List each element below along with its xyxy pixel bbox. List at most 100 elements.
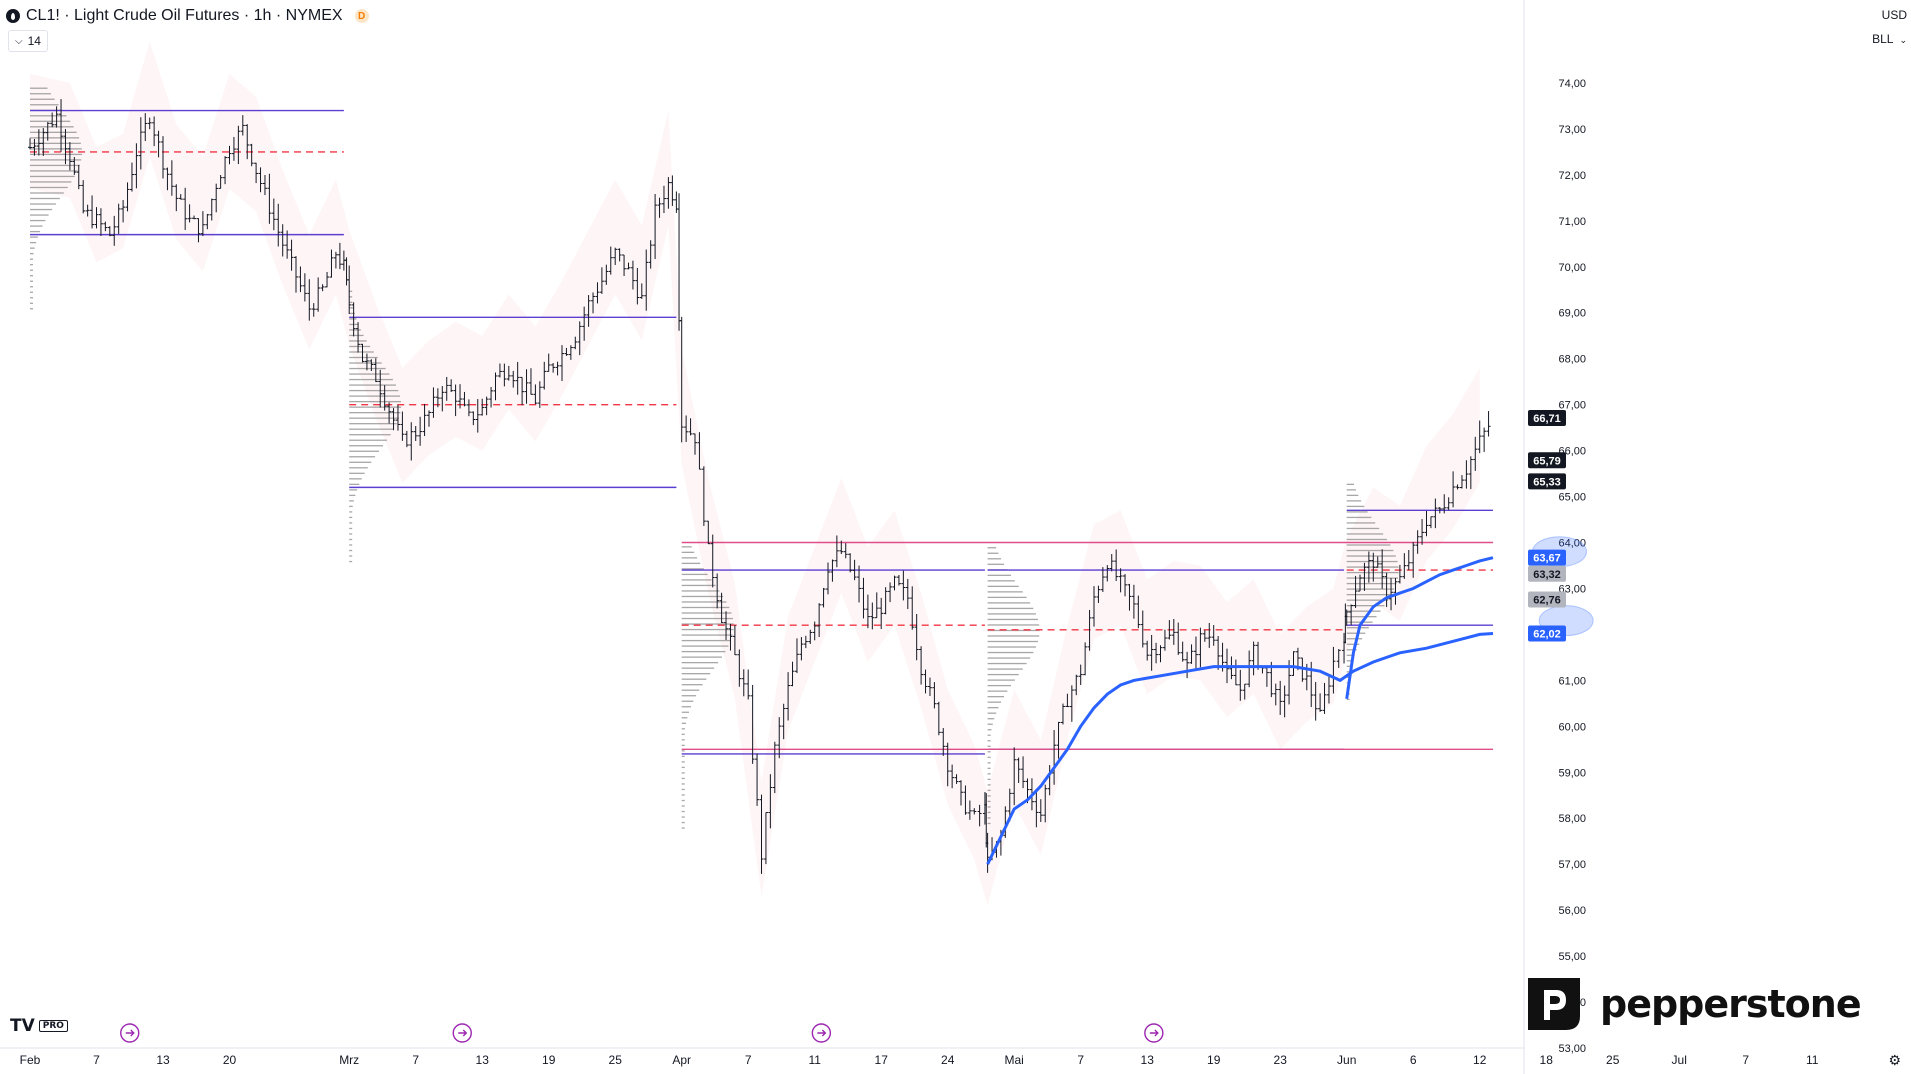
candle <box>395 404 400 431</box>
economic-event-marker[interactable] <box>811 1023 832 1043</box>
candle <box>54 106 59 128</box>
volume-profile-bar <box>987 707 999 709</box>
volume-profile-bar <box>30 148 82 150</box>
candle <box>1415 530 1420 554</box>
candle <box>200 211 205 237</box>
volume-profile-bar <box>987 673 1019 676</box>
candle <box>147 117 152 130</box>
volume-profile-bar <box>681 772 685 774</box>
unit-selector[interactable]: BLL ⌄ <box>1872 32 1907 46</box>
delayed-data-badge[interactable]: D <box>354 9 369 23</box>
chart-title[interactable]: CL1! · Light Crude Oil Futures · 1h · NY… <box>26 7 343 24</box>
volume-profile-bar <box>1346 582 1397 585</box>
candle <box>1393 577 1398 605</box>
volume-profile-bar <box>681 612 732 614</box>
candle <box>1322 682 1327 714</box>
y-tick-label: 65,00 <box>1558 492 1586 504</box>
chart-header: CL1! · Light Crude Oil Futures · 1h · NY… <box>6 5 369 27</box>
candle <box>466 399 471 417</box>
candle <box>32 138 37 156</box>
candle <box>121 200 126 223</box>
tradingview-logo[interactable]: TV PRO <box>10 1016 68 1036</box>
candle <box>337 242 342 270</box>
volume-profile-bar <box>681 689 700 691</box>
candle <box>240 115 245 136</box>
y-tick-label: 74,00 <box>1558 78 1586 90</box>
candle <box>94 207 99 229</box>
volume-profile-bar <box>349 412 401 414</box>
y-tick-label: 70,00 <box>1558 262 1586 274</box>
volume-profile-bar <box>987 756 991 758</box>
volume-profile-bar <box>681 601 727 603</box>
volume-profile-bar <box>987 767 991 769</box>
volume-profile-bar <box>30 308 33 310</box>
candle <box>311 303 316 317</box>
candle <box>1358 574 1362 592</box>
candle <box>719 592 724 624</box>
volume-profile-bar <box>681 568 704 570</box>
candle <box>808 629 813 644</box>
volume-profile-bar <box>1346 516 1372 519</box>
candle <box>528 368 533 395</box>
candle <box>294 256 298 293</box>
chevron-down-icon[interactable]: ⌵ <box>15 35 23 47</box>
candle <box>546 353 551 372</box>
economic-event-marker[interactable] <box>120 1023 140 1043</box>
candle <box>737 649 742 687</box>
volume-profile-bar <box>30 186 68 189</box>
candle <box>1140 610 1145 648</box>
volume-profile-bar <box>349 384 396 386</box>
pepperstone-watermark: pepperstone <box>1522 972 1862 1036</box>
price-label-box <box>1528 473 1566 490</box>
volume-profile-bar <box>349 511 353 513</box>
candle <box>830 559 835 582</box>
chart-settings-icon[interactable]: ⚙ <box>1888 1052 1901 1068</box>
volume-profile-bar <box>30 137 80 139</box>
volume-profile-bar <box>349 527 353 530</box>
candle <box>919 646 924 685</box>
candle <box>657 197 662 218</box>
currency-label: USD <box>1881 8 1907 22</box>
volume-profile-bar <box>349 472 365 474</box>
candle <box>551 363 556 373</box>
volume-profile-bar <box>349 373 390 375</box>
volume-profile-bar <box>349 301 353 304</box>
candle <box>608 246 613 275</box>
candle <box>138 117 143 170</box>
volume-profile-bar <box>681 695 697 697</box>
candle <box>1109 554 1114 572</box>
volume-profile <box>1346 483 1399 701</box>
volume-profile-bar <box>30 115 67 117</box>
event-arrow-icon <box>458 1029 468 1037</box>
candle <box>857 565 862 603</box>
candle <box>622 254 627 276</box>
candle <box>728 623 733 651</box>
candle <box>768 774 773 829</box>
y-tick-label: 69,00 <box>1558 308 1586 320</box>
volume-profile-bar <box>349 318 357 320</box>
volume-profile-bar <box>30 264 33 266</box>
candle <box>76 164 81 190</box>
indicator-legend-toggle[interactable]: ⌵ 14 <box>8 30 48 52</box>
candle <box>112 215 117 246</box>
x-tick-label: Jul <box>1672 1053 1687 1067</box>
currency-selector[interactable]: USD <box>1882 8 1907 22</box>
candle <box>1078 664 1083 686</box>
candle <box>1331 646 1336 694</box>
candle <box>1185 651 1190 679</box>
candle <box>684 415 689 442</box>
volume-profile-bar <box>987 817 991 819</box>
economic-event-marker[interactable] <box>452 1023 472 1043</box>
candle <box>1371 552 1376 582</box>
volume-profile-bar <box>349 505 353 508</box>
candle <box>1065 693 1070 708</box>
volume-profile-bar <box>681 816 685 818</box>
candle <box>231 136 236 161</box>
caret-down-icon: ⌄ <box>1899 35 1907 45</box>
economic-event-marker[interactable] <box>1144 1023 1164 1043</box>
candle <box>763 812 768 865</box>
candle <box>679 316 684 443</box>
candle <box>280 224 285 257</box>
x-tick-label: Mrz <box>339 1053 359 1067</box>
